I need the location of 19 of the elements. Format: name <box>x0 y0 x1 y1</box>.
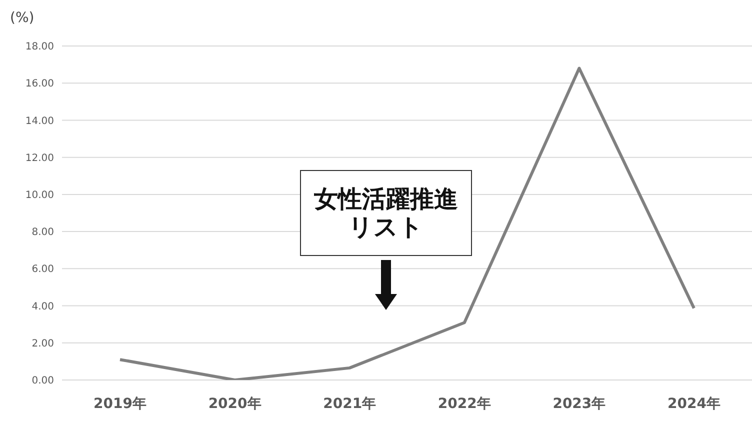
y-tick-label: 8.00 <box>32 227 54 238</box>
x-tick-label: 2019年 <box>94 396 146 412</box>
y-tick-label: 0.00 <box>32 376 54 387</box>
y-tick-label: 14.00 <box>25 116 54 127</box>
x-tick-label: 2022年 <box>438 396 491 412</box>
y-tick-label: 4.00 <box>32 301 54 312</box>
x-tick-label: 2021年 <box>323 396 376 412</box>
y-tick-label: 6.00 <box>32 264 54 276</box>
y-tick-label: 10.00 <box>25 190 54 201</box>
annotation: 女性活躍推進リスト <box>300 170 472 256</box>
x-tick-label: 2023年 <box>552 396 606 412</box>
x-tick-label: 2020年 <box>208 396 262 412</box>
y-tick-label: 18.00 <box>25 42 54 53</box>
y-axis-title: (%) <box>10 10 34 26</box>
line-series <box>118 66 696 380</box>
y-tick-label: 12.00 <box>25 152 54 164</box>
y-tick-label: 16.00 <box>25 78 54 90</box>
x-tick-label: 2024年 <box>668 396 720 412</box>
y-tick-label: 2.00 <box>32 338 54 350</box>
